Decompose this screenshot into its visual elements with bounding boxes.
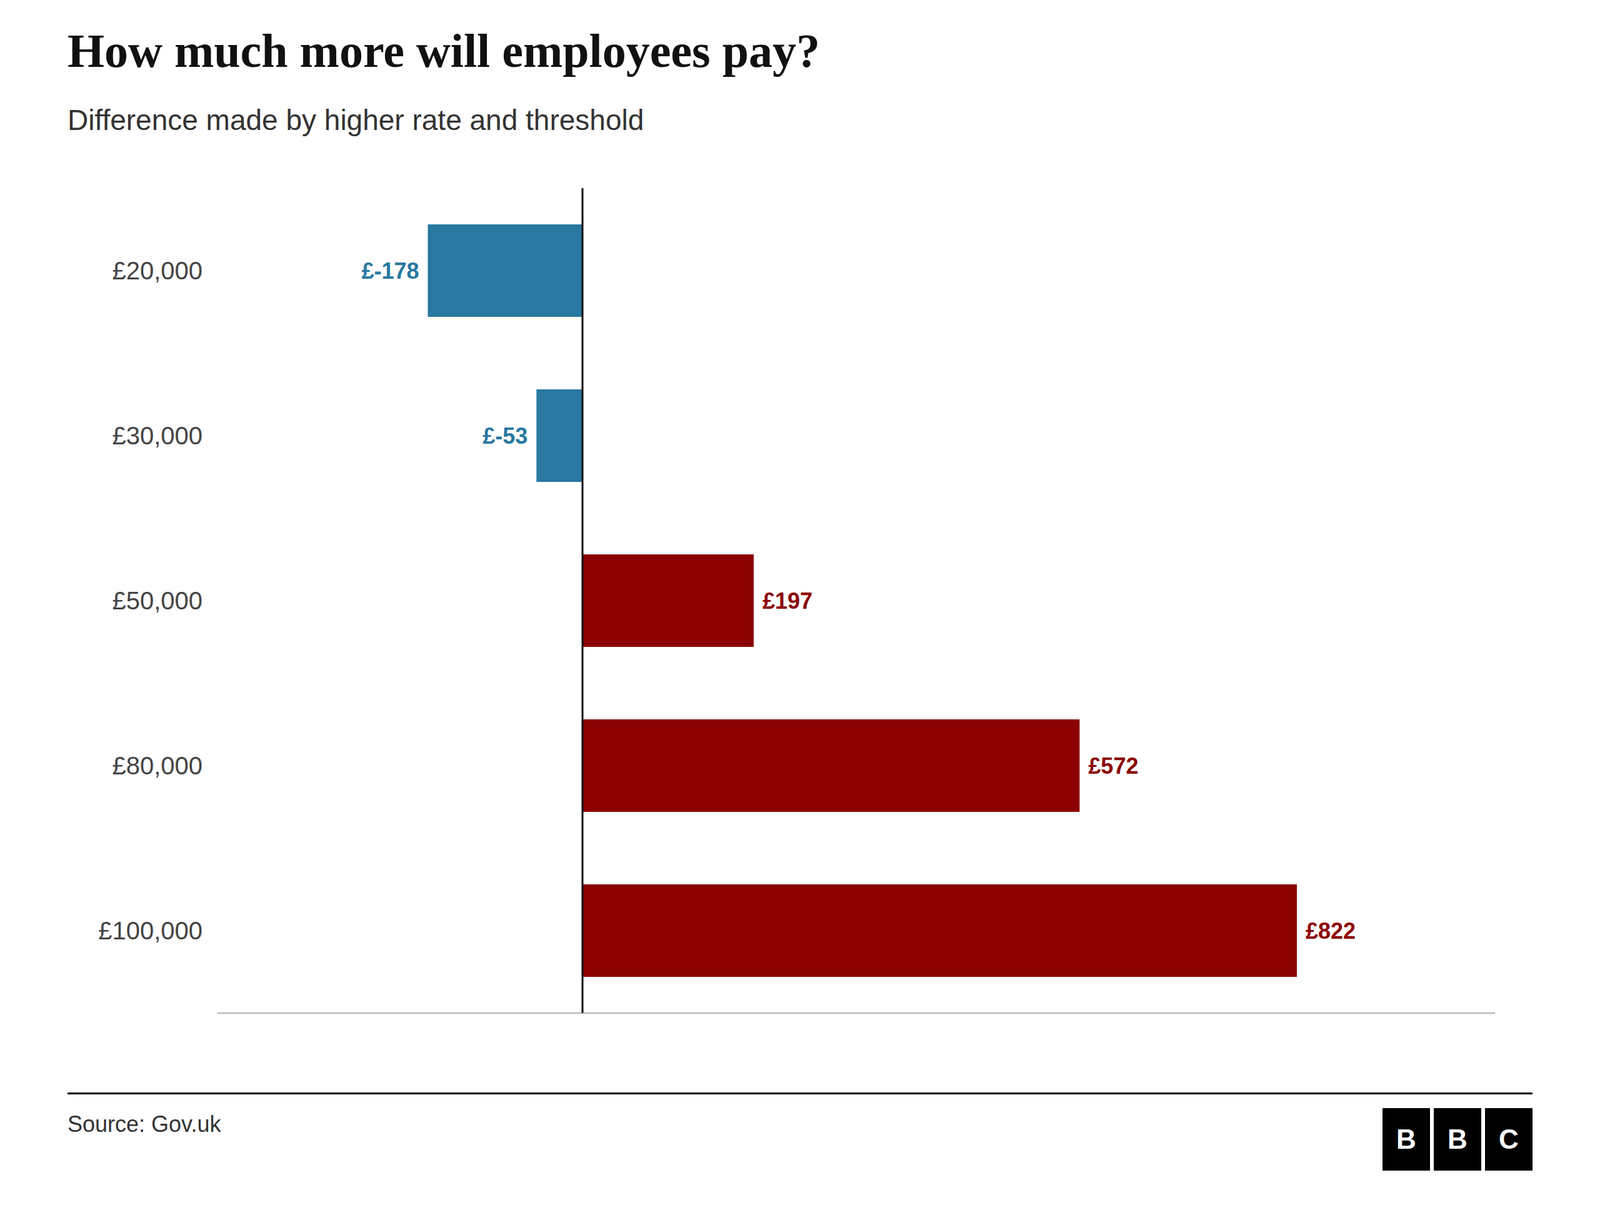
svg-text:£100,000: £100,000 xyxy=(98,916,203,945)
html-text:Difference made by higher rate: Difference made by higher rate and thres… xyxy=(67,104,644,137)
svg-text:£50,000: £50,000 xyxy=(111,586,203,615)
html-text:B: B xyxy=(1447,1123,1468,1155)
html-text:C: C xyxy=(1498,1123,1519,1155)
svg-text:£80,000: £80,000 xyxy=(111,751,203,780)
svg-text:£197: £197 xyxy=(762,587,813,614)
html-text:How much more will employees p: How much more will employees pay? xyxy=(67,24,820,77)
svg-text:£-178: £-178 xyxy=(361,257,419,284)
html-text:Source: Gov.uk: Source: Gov.uk xyxy=(67,1111,221,1137)
svg-text:£572: £572 xyxy=(1088,752,1139,779)
svg-text:£20,000: £20,000 xyxy=(111,256,203,285)
svg-text:£-53: £-53 xyxy=(482,422,528,449)
svg-text:£30,000: £30,000 xyxy=(111,421,203,450)
svg-text:£822: £822 xyxy=(1305,917,1356,944)
html-text:B: B xyxy=(1396,1123,1417,1155)
